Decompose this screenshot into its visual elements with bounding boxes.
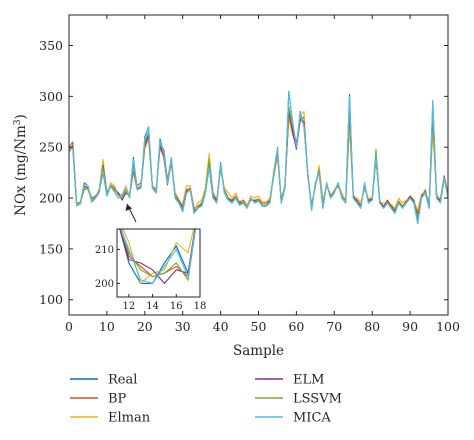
series-line-mica [68, 90, 449, 225]
inset-line-elman [122, 229, 195, 285]
inset-line-real [119, 229, 196, 284]
legend-label: Real [108, 373, 137, 388]
series-line-lssvm [68, 105, 449, 221]
series-line-elman [68, 111, 449, 211]
axis-ticks [68, 15, 449, 315]
y-tick-label: 250 [39, 140, 63, 155]
x-tick-label: 100 [436, 319, 460, 334]
y-tick-label: 200 [39, 191, 63, 206]
inset-x-tick-label: 14 [146, 301, 159, 312]
legend-item-elm: ELM [255, 373, 324, 388]
x-tick-label: 20 [137, 319, 153, 334]
inset-ticks [117, 248, 201, 297]
x-tick-label: 30 [175, 319, 191, 334]
x-tick-label: 0 [65, 319, 73, 334]
legend-label: BP [108, 392, 127, 407]
x-tick-label: 10 [99, 319, 115, 334]
inset-line-mica [120, 229, 196, 285]
x-tick-label: 90 [402, 319, 418, 334]
legend-label: MICA [293, 411, 331, 426]
y-axis-title: NOx (mg/Nm3) [13, 114, 29, 216]
main-series-lines [68, 90, 449, 225]
series-line-bp [68, 114, 449, 214]
y-tick-label: 150 [39, 241, 63, 256]
y-axis-title-close: ) [13, 114, 29, 119]
x-tick-label: 40 [213, 319, 229, 334]
zoom-inset: 12 14 16 18 200 210 [95, 228, 206, 312]
inset-x-tick-label: 18 [194, 301, 207, 312]
zoom-arrowhead [125, 204, 132, 211]
inset-series-lines [119, 229, 197, 285]
x-tick-label: 80 [364, 319, 380, 334]
inset-x-tick-label: 16 [170, 301, 183, 312]
legend-item-bp: BP [70, 392, 127, 407]
inset-y-tick-label: 200 [95, 279, 114, 290]
x-axis-title: Sample [233, 343, 284, 359]
y-tick-label: 350 [39, 38, 63, 53]
legend-item-mica: MICA [255, 411, 331, 426]
x-tick-label: 70 [326, 319, 342, 334]
legend-item-real: Real [70, 373, 137, 388]
y-tick-label: 300 [39, 89, 63, 104]
y-axis-title-main: NOx (mg/Nm [13, 125, 29, 216]
inset-y-tick-label: 210 [95, 245, 114, 256]
inset-x-tick-label: 12 [122, 301, 135, 312]
inset-frame [116, 228, 201, 298]
legend-label: LSSVM [293, 392, 342, 407]
y-axis-title-superscript: 3 [13, 119, 23, 125]
legend-label: Elman [108, 411, 151, 426]
x-tick-label: 60 [288, 319, 304, 334]
legend: Real BP Elman ELM LSSVM MICA [70, 373, 342, 426]
inset-tick-labels: 12 14 16 18 200 210 [95, 245, 206, 312]
legend-item-elman: Elman [70, 411, 151, 426]
y-tick-label: 100 [39, 292, 63, 307]
series-line-elm [68, 111, 449, 219]
inset-background [117, 229, 200, 297]
legend-label: ELM [293, 373, 324, 388]
x-tick-label: 50 [251, 319, 267, 334]
axis-tick-labels: 0 10 20 30 40 50 60 70 80 90 100 100 150 200 250 300 350 [39, 38, 460, 334]
legend-item-lssvm: LSSVM [255, 392, 342, 407]
